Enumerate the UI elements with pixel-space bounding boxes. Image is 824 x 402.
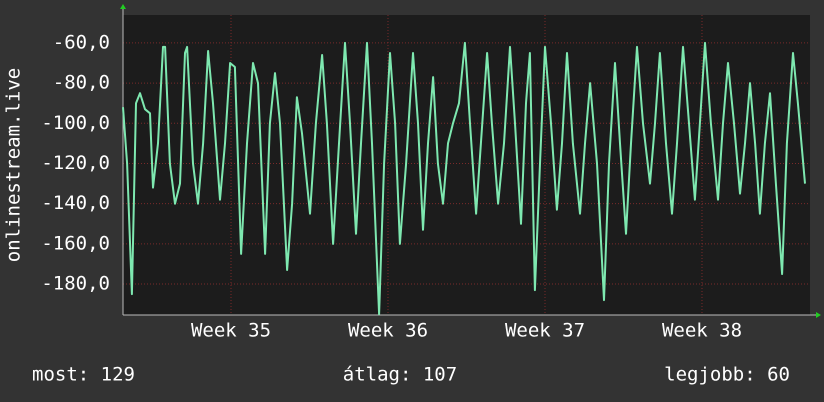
- stat-label: most: 129: [32, 364, 135, 386]
- y-tick-label: -140,0: [41, 192, 110, 214]
- y-tick-label: -80,0: [53, 72, 110, 94]
- stat-label: átlag: 107: [343, 364, 457, 386]
- y-tick-label: -180,0: [41, 273, 110, 295]
- y-tick-label: -160,0: [41, 232, 110, 254]
- x-tick-label: Week 36: [348, 320, 428, 342]
- axis-arrow: [816, 312, 821, 318]
- data-line: [122, 41, 806, 316]
- y-tick-label: -60,0: [53, 31, 110, 53]
- y-axis-label: onlinestream.live: [3, 68, 25, 262]
- x-tick-label: Week 35: [191, 320, 271, 342]
- stat-label: legjobb: 60: [664, 364, 790, 386]
- x-tick-label: Week 37: [505, 320, 585, 342]
- x-tick-label: Week 38: [662, 320, 742, 342]
- y-tick-label: -100,0: [41, 112, 110, 134]
- y-tick-label: -120,0: [41, 152, 110, 174]
- axis-arrow: [120, 4, 126, 9]
